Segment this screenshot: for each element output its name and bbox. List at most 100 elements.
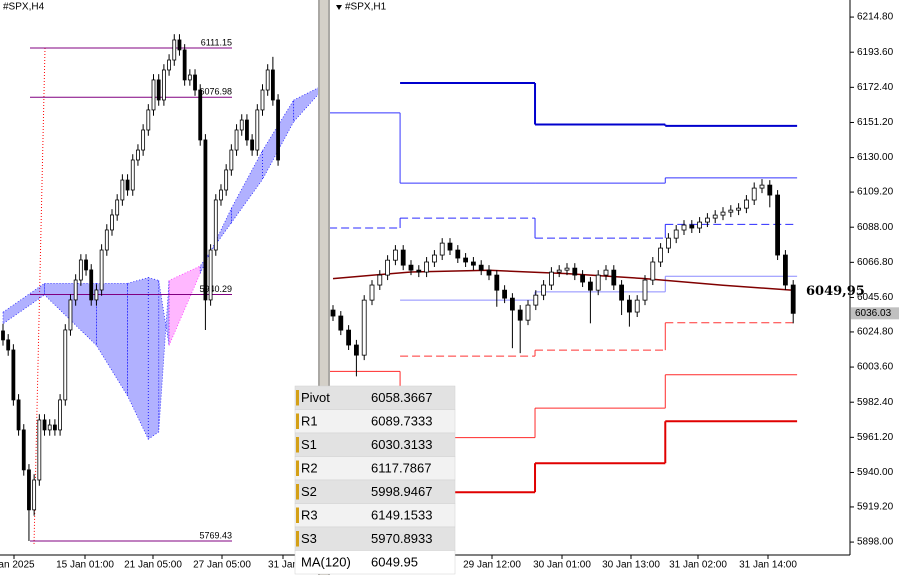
candle-body [84, 259, 88, 271]
candle-body [744, 199, 749, 209]
candle-body [1, 330, 5, 341]
candle-body [146, 109, 151, 131]
candle-body [99, 249, 104, 291]
candle-body [234, 129, 239, 151]
candle-body [346, 329, 352, 346]
candle-body [21, 429, 26, 471]
candle-body [502, 289, 508, 299]
x-tick-label: Jan 2025 [0, 560, 35, 571]
row-marker [296, 460, 299, 476]
table-label: R2 [301, 461, 318, 476]
row-marker [296, 437, 299, 453]
cloud-segment [293, 87, 318, 123]
axes: Jan 2025 15 Jan 01:00 21 Jan 05:00 27 Jan 0… [0, 12, 899, 571]
row-marker [296, 390, 299, 406]
candle-body [603, 269, 609, 276]
row-marker [296, 507, 299, 523]
candle-body [270, 69, 275, 101]
candle-body [400, 249, 406, 266]
candle-body [27, 469, 31, 511]
candle-body [439, 242, 445, 256]
candle-body [73, 279, 78, 301]
candle-body [431, 254, 437, 263]
table-label: S3 [301, 531, 317, 546]
right-plot [330, 82, 798, 494]
y-tick-label: 6109.20 [857, 187, 894, 198]
candle-body [595, 274, 601, 291]
candle-body [416, 269, 422, 273]
candle-body [447, 242, 453, 251]
candle-body [541, 284, 546, 296]
table-value: 6030.3133 [371, 437, 432, 452]
table-label: MA(120) [301, 555, 351, 570]
table-label: S2 [301, 484, 317, 499]
level-label: 5940.29 [199, 284, 232, 294]
candle-body [408, 264, 414, 271]
cloud-segment [147, 277, 160, 440]
candle-body [141, 129, 146, 151]
candle-body [424, 261, 430, 273]
candle-body [330, 309, 336, 317]
candle-body [572, 267, 578, 276]
candle-body [611, 269, 617, 286]
candle-body [377, 274, 383, 286]
candle-body [32, 479, 37, 511]
candle-body [494, 274, 500, 291]
candle-body [42, 419, 47, 431]
candle-body [369, 284, 375, 301]
candle-body [187, 74, 192, 81]
row-marker [296, 413, 299, 429]
candle-body [455, 249, 461, 259]
candle-body [104, 229, 109, 251]
candle-body [736, 207, 741, 211]
y-tick-label: 6193.60 [857, 47, 894, 58]
candle-body [239, 119, 244, 131]
candle-body [208, 249, 213, 301]
candle-body [63, 329, 68, 401]
candle-body [203, 139, 208, 301]
y-tick-label: 5961.20 [857, 432, 894, 443]
candle-body [533, 294, 539, 306]
candle-body [650, 261, 656, 281]
x-tick-label: 31 Jan 02:00 [669, 560, 727, 571]
y-tick-label: 5919.20 [857, 502, 894, 513]
candle-body [385, 259, 391, 276]
candle-body [338, 315, 344, 331]
candle-body [720, 211, 726, 216]
candle-body [689, 224, 695, 229]
cloud-segment [168, 265, 201, 346]
candle-body [37, 419, 42, 481]
candle-body [198, 89, 203, 141]
candle-body [642, 279, 648, 301]
candle-body [517, 309, 523, 321]
candle-body [260, 89, 265, 111]
candle-body [167, 59, 171, 71]
table-value: 6049.95 [371, 555, 418, 570]
candle-body [783, 254, 788, 286]
candle-body [673, 229, 679, 239]
table-label: S1 [301, 437, 317, 452]
candle-body [68, 299, 73, 331]
candle-body [224, 169, 229, 191]
level-label: 6076.98 [199, 87, 232, 97]
y-tick-label: 6172.40 [857, 82, 894, 93]
candle-body [53, 424, 57, 431]
candle-body [463, 257, 469, 263]
candle-body [110, 214, 114, 231]
table-value: 5970.8933 [371, 531, 432, 546]
candle-body [775, 194, 780, 256]
candle-body [681, 224, 687, 231]
table-label: R1 [301, 414, 318, 429]
candle-body [619, 284, 624, 301]
candle-body [486, 269, 492, 276]
y-tick-label: 6045.60 [857, 292, 894, 303]
candle-body [213, 199, 218, 251]
candle-body [255, 109, 260, 151]
chart-title: #SPX,H1 [345, 2, 387, 13]
candle-body [361, 299, 367, 356]
x-tick-label: 15 Jan 01:00 [56, 560, 114, 571]
candle-body [161, 69, 166, 101]
candle-body [353, 344, 359, 356]
